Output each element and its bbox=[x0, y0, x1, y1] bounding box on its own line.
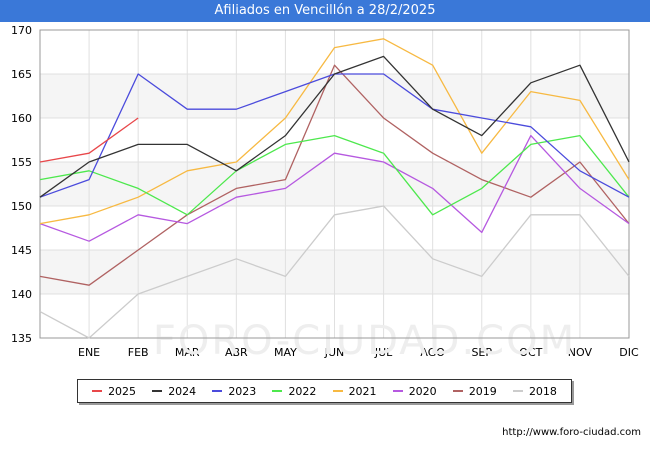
legend-item-2023: 2023 bbox=[212, 385, 256, 398]
legend-item-2025: 2025 bbox=[92, 385, 136, 398]
legend-swatch bbox=[512, 390, 523, 392]
legend-item-2019: 2019 bbox=[452, 384, 497, 398]
legend-swatch bbox=[212, 390, 223, 392]
line-chart: 135 140 145 150 155 160 165 170 ENE FEB MAR ABR MAY J… bbox=[11, 24, 639, 362]
y-tick-label: 135 bbox=[11, 332, 32, 345]
legend-label: 2022 bbox=[288, 384, 317, 398]
x-tick-label: DIC bbox=[619, 346, 639, 359]
x-tick-label: MAY bbox=[274, 346, 297, 359]
y-tick-label: 150 bbox=[11, 200, 32, 213]
legend-label: 2025 bbox=[108, 384, 137, 398]
legend-label: 2021 bbox=[348, 384, 377, 398]
x-tick-label: JUL bbox=[374, 346, 393, 359]
legend-item-2020: 2020 bbox=[392, 384, 437, 398]
y-tick-label: 155 bbox=[11, 156, 32, 169]
chart-legend: 2025 2024 2023 2022 2021 2020 2019 2018 bbox=[77, 379, 572, 403]
legend-swatch bbox=[392, 390, 403, 392]
x-tick-label: ENE bbox=[78, 346, 100, 359]
x-tick-label: JUN bbox=[324, 346, 345, 359]
legend-swatch bbox=[332, 390, 343, 392]
series-line-2020 bbox=[39, 134, 630, 242]
source-url: http://www.foro-ciudad.com bbox=[502, 427, 641, 438]
legend-item-2018: 2018 bbox=[512, 384, 557, 398]
y-tick-label: 170 bbox=[11, 24, 32, 37]
legend-swatch bbox=[452, 390, 463, 392]
chart-title: Afiliados en Vencillón a 28/2/2025 bbox=[0, 0, 650, 22]
legend-label: 2019 bbox=[468, 384, 497, 398]
x-tick-label: OCT bbox=[519, 346, 542, 359]
series-line-2025 bbox=[39, 117, 139, 163]
legend-swatch bbox=[272, 390, 283, 392]
legend-swatch bbox=[152, 390, 163, 392]
legend-label: 2018 bbox=[528, 384, 557, 398]
y-tick-label: 165 bbox=[11, 68, 32, 81]
legend-label: 2020 bbox=[408, 384, 437, 398]
legend-label: 2023 bbox=[228, 384, 257, 398]
x-tick-label: FEB bbox=[128, 346, 149, 359]
x-tick-label: MAR bbox=[175, 346, 200, 359]
series-line-2022 bbox=[39, 134, 630, 216]
plot-border bbox=[39, 29, 630, 339]
series-line-2021 bbox=[39, 38, 630, 225]
y-tick-label: 140 bbox=[11, 288, 32, 301]
legend-label: 2024 bbox=[168, 384, 197, 398]
x-tick-label: ABR bbox=[225, 346, 248, 359]
legend-swatch bbox=[92, 390, 103, 392]
series-line-2019 bbox=[39, 64, 630, 286]
watermark: FORO-CIUDAD.COM bbox=[153, 318, 576, 362]
legend-item-2021: 2021 bbox=[332, 384, 377, 398]
x-tick-label: AGO bbox=[420, 346, 445, 359]
legend-item-2024: 2024 bbox=[152, 385, 196, 398]
series-line-2024 bbox=[39, 55, 630, 198]
legend-item-2022: 2022 bbox=[272, 385, 316, 398]
series-line-2018 bbox=[39, 205, 630, 339]
y-tick-label: 145 bbox=[11, 244, 32, 257]
y-tick-label: 160 bbox=[11, 112, 32, 125]
x-tick-label: NOV bbox=[568, 346, 593, 359]
x-tick-label: SEP bbox=[471, 346, 492, 359]
